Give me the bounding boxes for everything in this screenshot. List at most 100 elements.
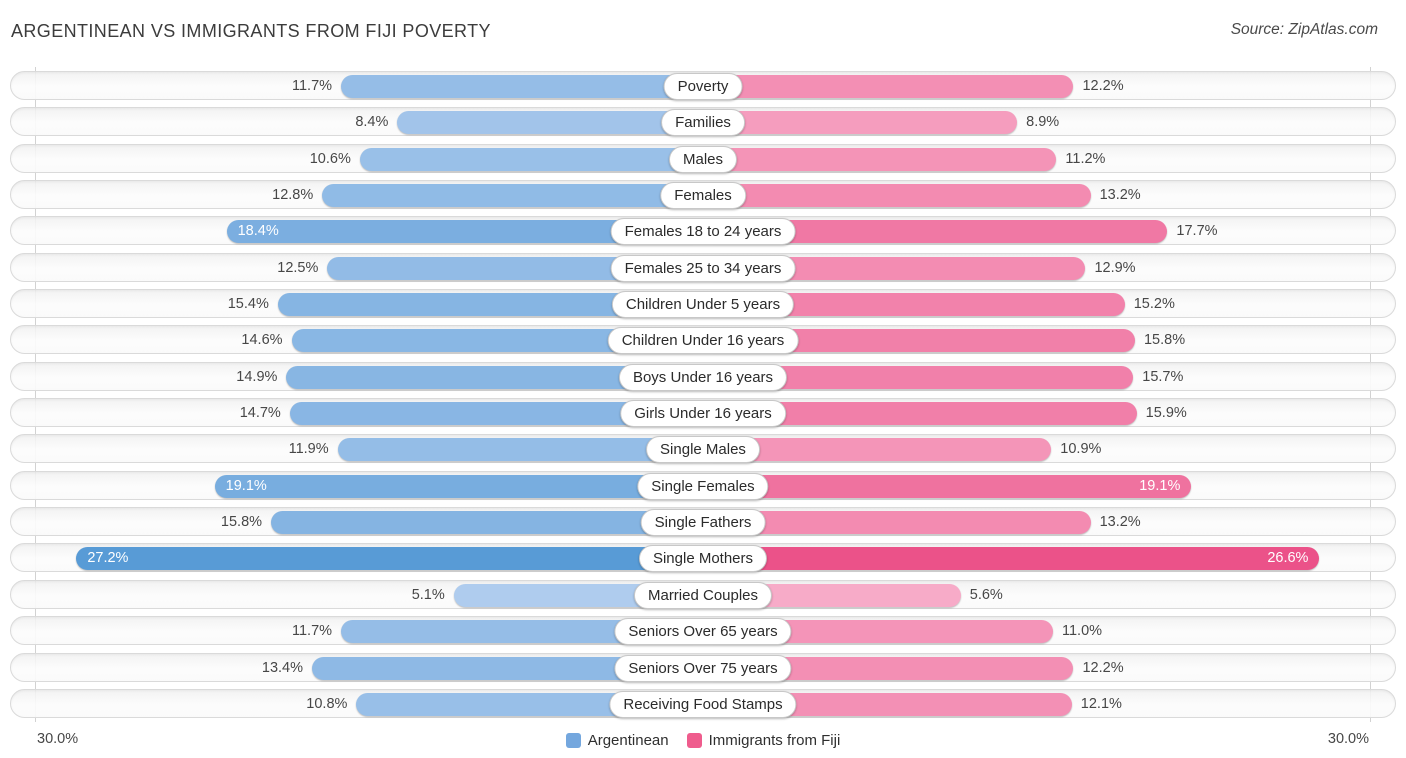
chart-row: 10.6% 11.2% Males: [10, 143, 1396, 173]
category-label: Females 25 to 34 years: [610, 254, 796, 282]
fiji-bar: [703, 220, 1168, 244]
argentinean-value-label: 5.1%: [411, 586, 445, 603]
argentinean-bar: [337, 438, 703, 462]
fiji-value-label: 15.7%: [1142, 368, 1184, 385]
category-label: Children Under 5 years: [611, 291, 795, 319]
legend: Argentinean Immigrants from Fiji: [0, 732, 1406, 749]
argentinean-bar: [341, 75, 703, 98]
argentinean-value-label: 11.7%: [292, 78, 333, 94]
category-label: Seniors Over 65 years: [614, 618, 792, 646]
chart-title: ARGENTINEAN VS IMMIGRANTS FROM FIJI POVE…: [11, 21, 491, 41]
fiji-value-label: 19.1%: [1139, 477, 1181, 494]
category-label: Single Fathers: [640, 509, 766, 537]
fiji-bar: [703, 656, 1074, 680]
argentinean-value-label: 11.9%: [288, 441, 329, 458]
argentinean-bar: [341, 620, 703, 644]
fiji-value-label: 12.2%: [1082, 659, 1124, 676]
legend-item-fiji: Immigrants from Fiji: [686, 732, 840, 749]
chart-row: 15.8% 13.2% Single Fathers: [10, 507, 1396, 537]
legend-label: Argentinean: [587, 732, 669, 749]
fiji-value-label: 13.2%: [1099, 187, 1141, 204]
category-label: Married Couples: [633, 581, 773, 609]
category-label: Boys Under 16 years: [618, 363, 788, 391]
chart-row: 14.7% 15.9% Girls Under 16 years: [10, 398, 1396, 428]
argentinean-bar: [291, 329, 703, 353]
category-label: Children Under 16 years: [607, 327, 799, 355]
legend-item-argentinean: Argentinean: [565, 732, 669, 749]
argentinean-value-label: 13.4%: [261, 659, 304, 676]
fiji-value-label: 15.8%: [1143, 332, 1186, 349]
chart-row: 12.8% 13.2% Females: [10, 180, 1396, 210]
argentinean-bar: [322, 184, 703, 208]
fiji-value-label: 26.6%: [1267, 550, 1309, 567]
argentinean-bar: [271, 511, 703, 535]
argentinean-bar: [214, 474, 703, 498]
argentinean-bar: [359, 147, 703, 171]
category-label: Receiving Food Stamps: [609, 690, 797, 718]
chart-row: 14.9% 15.7% Boys Under 16 years: [10, 361, 1396, 391]
category-label: Single Males: [646, 436, 760, 464]
legend-swatch: [686, 733, 702, 748]
fiji-bar: [703, 293, 1125, 317]
fiji-bar: [703, 147, 1057, 171]
fiji-bar: [703, 111, 1018, 135]
chart-row: 27.2% 26.6% Single Mothers: [10, 543, 1396, 573]
fiji-bar: [703, 256, 1086, 280]
fiji-bar: [703, 438, 1052, 462]
fiji-bar: [703, 474, 1192, 498]
argentinean-bar: [397, 111, 703, 135]
chart-row: 10.8% 12.1% Receiving Food Stamps: [10, 688, 1396, 718]
source-credit: Source: ZipAtlas.com: [1230, 21, 1378, 38]
chart-row: 12.5% 12.9% Females 25 to 34 years: [10, 252, 1396, 282]
argentinean-value-label: 8.4%: [355, 114, 389, 131]
fiji-bar: [703, 75, 1074, 98]
chart-row: 8.4% 8.9% Families: [10, 107, 1396, 137]
category-label: Females 18 to 24 years: [610, 218, 796, 246]
category-label: Females: [660, 182, 746, 210]
category-label: Single Mothers: [638, 545, 768, 573]
argentinean-bar: [226, 220, 703, 244]
argentinean-value-label: 15.4%: [227, 296, 269, 313]
chart-row: 5.1% 5.6% Married Couples: [10, 579, 1396, 609]
argentinean-bar: [76, 547, 703, 571]
argentinean-value-label: 10.6%: [309, 150, 351, 167]
argentinean-value-label: 12.8%: [272, 187, 314, 204]
fiji-value-label: 12.9%: [1094, 259, 1136, 276]
argentinean-value-label: 14.7%: [239, 405, 281, 422]
fiji-value-label: 10.9%: [1060, 441, 1102, 458]
category-label: Males: [668, 145, 738, 173]
fiji-value-label: 11.0%: [1061, 623, 1103, 640]
fiji-bar: [703, 365, 1134, 389]
argentinean-bar: [286, 365, 703, 389]
fiji-bar: [703, 402, 1137, 426]
fiji-bar: [703, 547, 1320, 571]
fiji-value-label: 12.2%: [1082, 78, 1124, 94]
category-label: Single Females: [637, 472, 769, 500]
chart-row: 13.4% 12.2% Seniors Over 75 years: [10, 652, 1396, 682]
argentinean-value-label: 12.5%: [277, 259, 319, 276]
chart-rows: 11.7% 12.2% Poverty 8.4% 8.9% Families 10.6% 11…: [10, 67, 1396, 722]
axis-gridline-left: [35, 67, 36, 722]
argentinean-value-label: 14.9%: [236, 368, 278, 385]
category-label: Seniors Over 75 years: [614, 654, 792, 682]
argentinean-value-label: 14.6%: [241, 332, 283, 349]
axis-max-label-right: 30.0%: [1327, 731, 1369, 747]
fiji-bar: [703, 329, 1135, 353]
argentinean-value-label: 18.4%: [237, 223, 279, 240]
fiji-value-label: 11.2%: [1065, 150, 1106, 167]
category-label: Poverty: [663, 73, 743, 100]
argentinean-value-label: 15.8%: [220, 514, 263, 531]
fiji-value-label: 12.1%: [1080, 695, 1122, 712]
fiji-value-label: 5.6%: [969, 586, 1003, 603]
chart-row: 14.6% 15.8% Children Under 16 years: [10, 325, 1396, 355]
chart-row: 15.4% 15.2% Children Under 5 years: [10, 289, 1396, 319]
category-label: Girls Under 16 years: [620, 400, 786, 428]
axis-gridline-right: [1370, 67, 1371, 722]
argentinean-value-label: 27.2%: [87, 550, 129, 567]
axis-max-label-left: 30.0%: [37, 731, 79, 747]
chart-row: 19.1% 19.1% Single Females: [10, 470, 1396, 500]
legend-swatch: [565, 733, 581, 748]
chart-row: 11.9% 10.9% Single Males: [10, 434, 1396, 464]
fiji-value-label: 15.9%: [1145, 405, 1187, 422]
fiji-value-label: 13.2%: [1099, 514, 1141, 531]
